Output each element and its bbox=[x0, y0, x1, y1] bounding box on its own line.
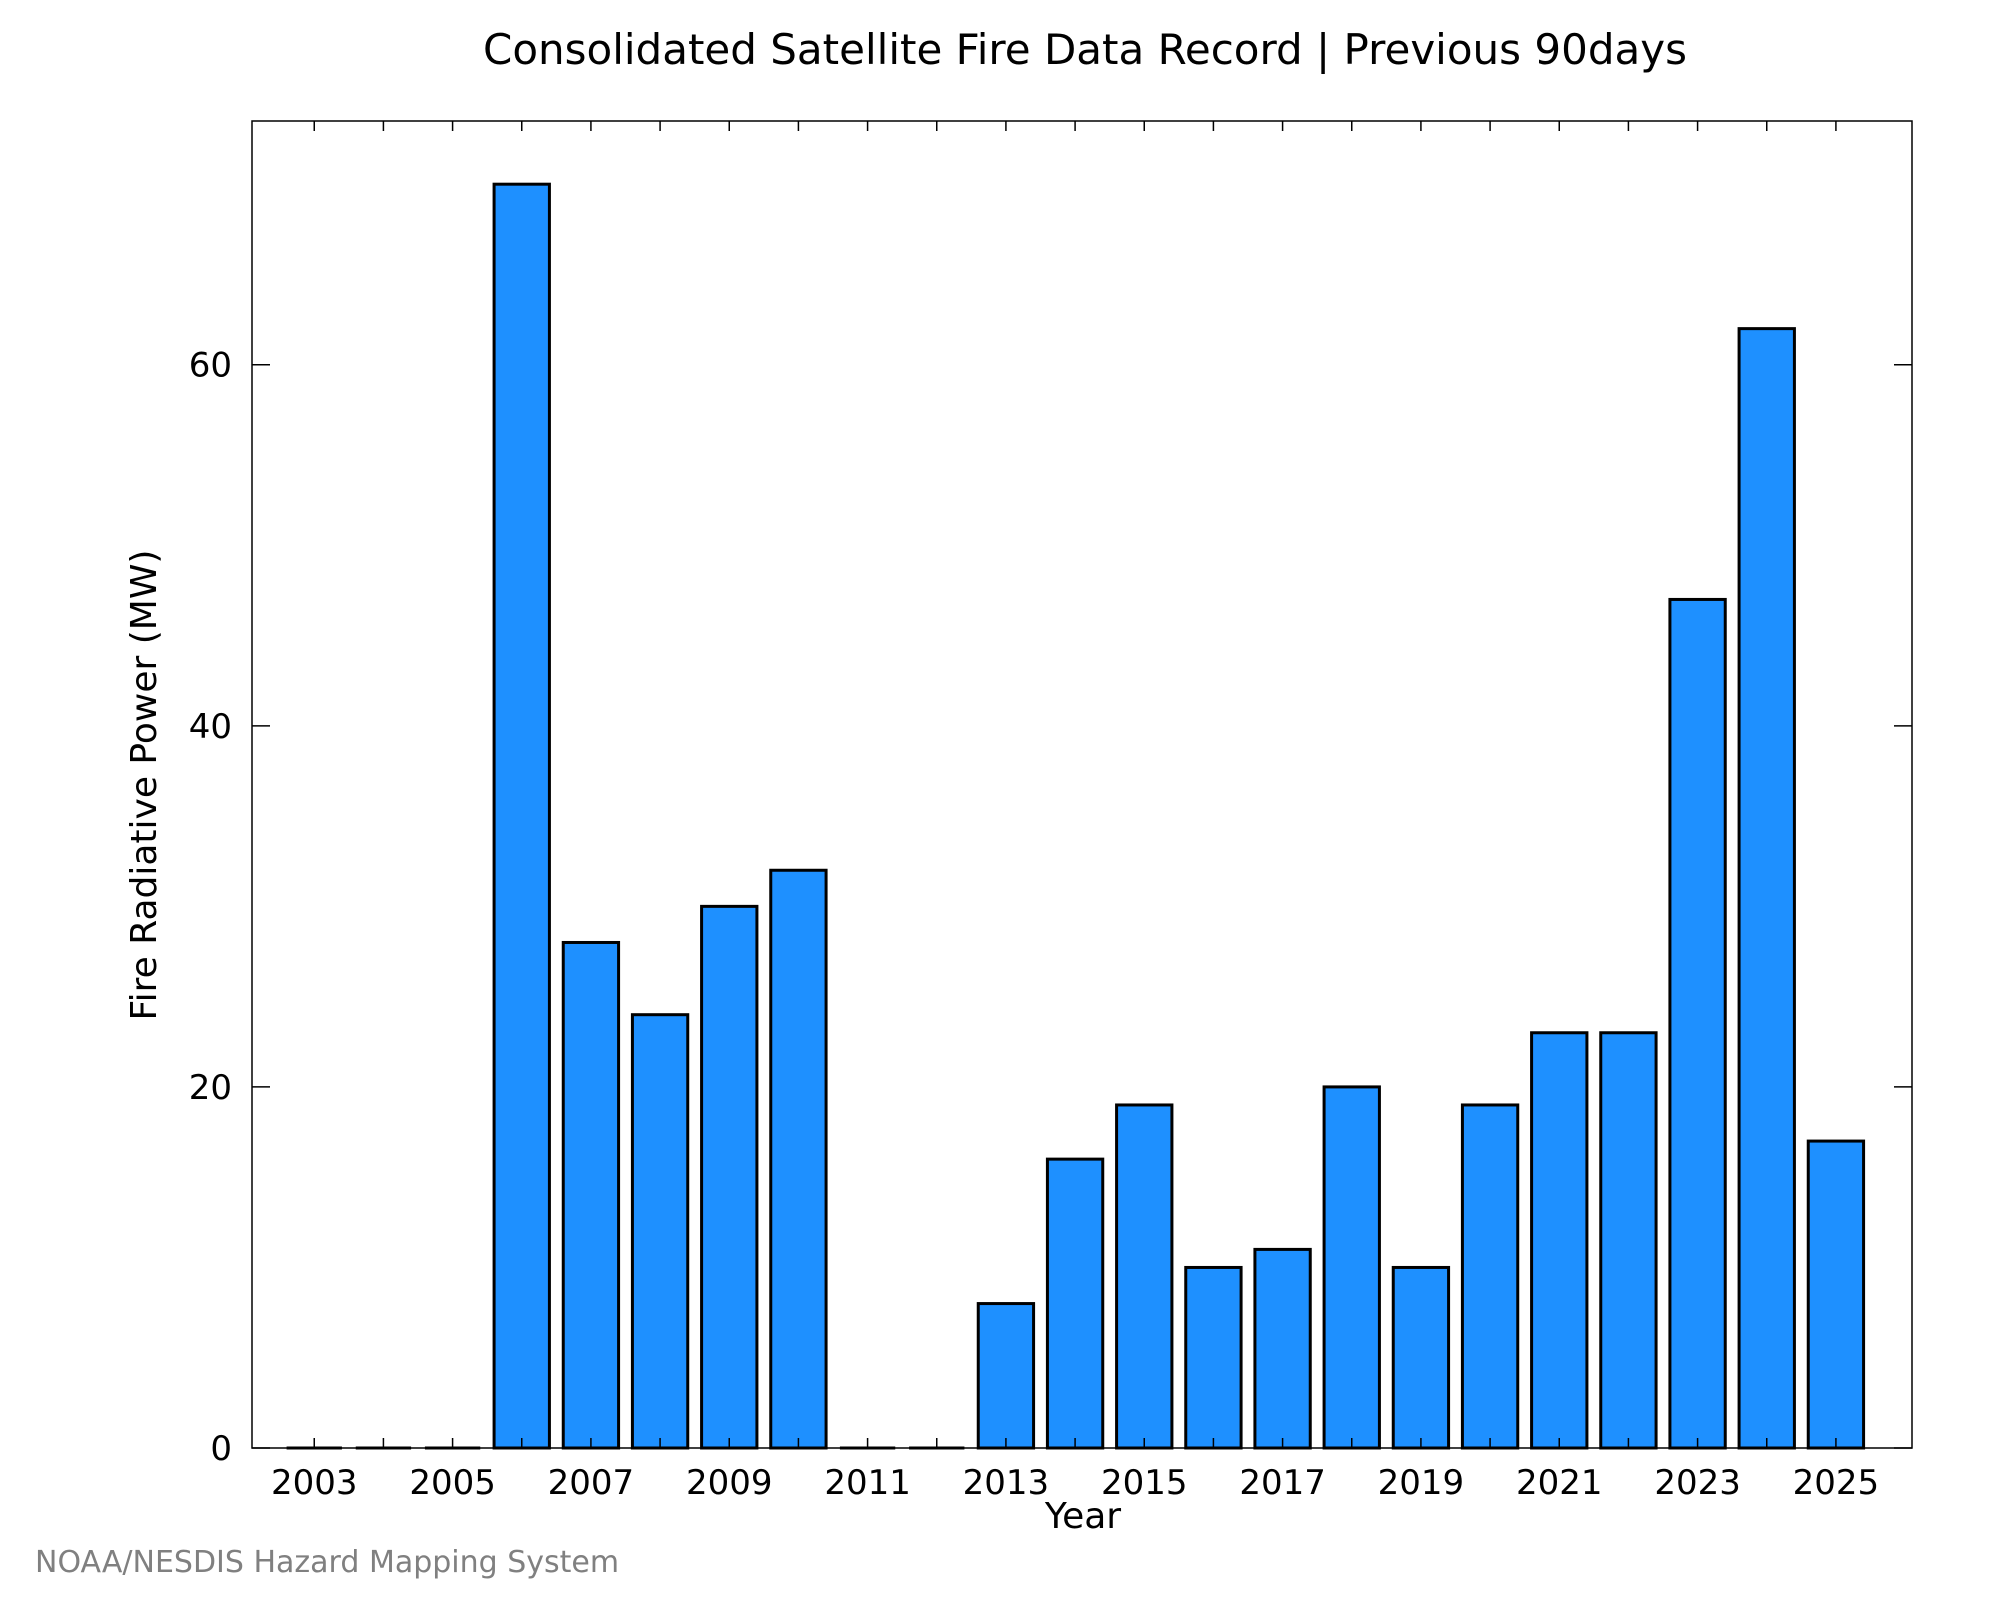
bar-2023 bbox=[1668, 597, 1727, 1450]
bar-2010 bbox=[769, 868, 828, 1450]
bar-2009 bbox=[700, 904, 759, 1450]
bar-2014 bbox=[1045, 1157, 1105, 1450]
bar-2016 bbox=[1184, 1265, 1243, 1450]
y-axis: 0 20 40 60 bbox=[189, 346, 1912, 1469]
y-tick-label: 40 bbox=[189, 707, 232, 747]
credit-text: NOAA/NESDIS Hazard Mapping System bbox=[35, 1545, 619, 1580]
bar-2020 bbox=[1460, 1103, 1520, 1450]
x-tick-label: 2015 bbox=[1101, 1463, 1188, 1503]
bar-2008 bbox=[630, 1013, 690, 1450]
y-tick-label: 60 bbox=[189, 346, 232, 386]
x-tick-label: 2009 bbox=[686, 1463, 773, 1503]
bar-2021 bbox=[1530, 1031, 1589, 1450]
x-tick-label: 2025 bbox=[1793, 1463, 1880, 1503]
bar-2006 bbox=[492, 182, 551, 1450]
x-axis-label: Year bbox=[1044, 1496, 1121, 1537]
bars-layer bbox=[286, 182, 1866, 1450]
bar-2025 bbox=[1806, 1139, 1866, 1450]
y-tick-label: 20 bbox=[189, 1068, 232, 1108]
bar-2013 bbox=[976, 1302, 1036, 1450]
bar-2017 bbox=[1253, 1247, 1312, 1450]
y-tick-label: 0 bbox=[210, 1429, 232, 1469]
plot-frame bbox=[251, 120, 1913, 1449]
x-tick-label: 2007 bbox=[548, 1463, 635, 1503]
x-tick-label: 2017 bbox=[1239, 1463, 1326, 1503]
chart-title: Consolidated Satellite Fire Data Record … bbox=[483, 25, 1687, 74]
x-tick-label: 2021 bbox=[1516, 1463, 1603, 1503]
bar-2007 bbox=[561, 940, 621, 1450]
x-tick-label: 2011 bbox=[824, 1463, 911, 1503]
x-tick-label: 2019 bbox=[1378, 1463, 1465, 1503]
bar-2015 bbox=[1115, 1103, 1174, 1450]
x-tick-label: 2013 bbox=[963, 1463, 1050, 1503]
y-axis-label: Fire Radiative Power (MW) bbox=[124, 550, 165, 1021]
x-axis: 2003 2005 2007 2009 2011 2013 2015 2017 2019 2021… bbox=[271, 121, 1879, 1503]
x-tick-label: 2003 bbox=[271, 1463, 358, 1503]
bar-2024 bbox=[1737, 327, 1796, 1450]
x-tick-label: 2023 bbox=[1654, 1463, 1741, 1503]
bar-2018 bbox=[1322, 1085, 1381, 1450]
x-tick-label: 2005 bbox=[409, 1463, 496, 1503]
bar-2022 bbox=[1599, 1031, 1658, 1450]
bar-2019 bbox=[1391, 1265, 1451, 1450]
